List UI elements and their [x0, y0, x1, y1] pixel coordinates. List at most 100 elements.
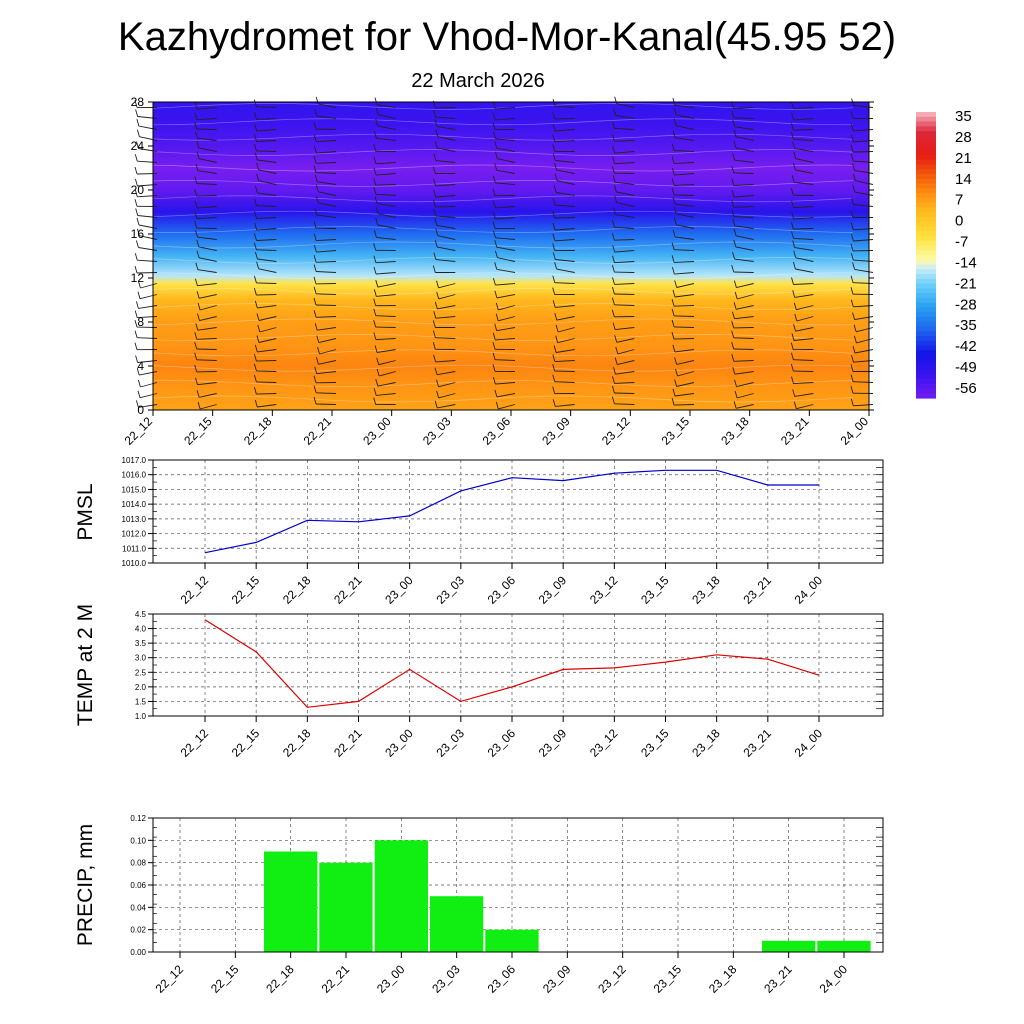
wind-barb-shaft — [136, 272, 158, 274]
wind-barb-flag — [313, 286, 317, 294]
wind-barb-shaft — [554, 217, 575, 219]
wind-barb-shaft — [139, 294, 158, 300]
x-tick-label: 22_18 — [263, 962, 297, 996]
wind-barb-flag — [493, 230, 496, 238]
wind-barb-flag — [373, 156, 377, 164]
wind-barb-shaft — [376, 236, 396, 240]
wind-barb-flag — [135, 240, 139, 248]
wind-barb — [672, 229, 695, 240]
wind-barb-flag — [791, 101, 794, 109]
y-tick-label: 0.10 — [130, 836, 146, 845]
temperature-contour — [152, 149, 854, 156]
x-tick-label: 23_12 — [587, 573, 621, 607]
wind-barb — [433, 311, 456, 319]
wind-barb-flag — [135, 355, 139, 363]
wind-barb — [492, 342, 516, 350]
wind-barb — [434, 239, 456, 251]
y-tick-label: 1014.0 — [122, 500, 147, 509]
colorbar-label: -49 — [955, 359, 977, 376]
colorbar-cell — [916, 359, 936, 366]
wind-barb-flag — [613, 184, 617, 193]
wind-barb-shaft — [853, 305, 874, 308]
wind-barb — [672, 130, 695, 141]
wind-barb-shaft — [437, 404, 456, 409]
wind-barb-flag — [434, 301, 438, 310]
wind-barb — [793, 324, 814, 332]
wind-barb-flag — [492, 188, 496, 196]
wind-barb-flag — [194, 121, 198, 130]
wind-barb — [790, 342, 814, 351]
wind-barb-flag — [734, 390, 738, 399]
wind-barb — [494, 389, 516, 398]
wind-barb — [313, 121, 337, 130]
wind-barb — [733, 239, 754, 251]
wind-barb — [433, 354, 456, 363]
wind-barb-flag — [734, 291, 738, 300]
wind-barb-shaft — [674, 249, 695, 251]
wind-barb-flag — [552, 233, 556, 241]
wind-barb-shaft — [257, 192, 277, 196]
x-tick-label: 23_06 — [485, 962, 519, 996]
wind-barb-shaft — [496, 393, 516, 398]
wind-barb-shaft — [733, 216, 754, 218]
wind-barb-shaft — [138, 404, 158, 408]
wind-barb-flag — [494, 163, 498, 171]
wind-barb — [492, 188, 516, 197]
colorbar-cell — [916, 383, 936, 390]
colorbar-label: -14 — [955, 255, 977, 272]
wind-barb — [794, 313, 814, 322]
x-tick-label: 24_00 — [838, 414, 872, 448]
wind-barb — [671, 167, 695, 176]
wind-barb — [850, 299, 874, 308]
wind-barb-shaft — [733, 348, 754, 350]
wind-barb-shaft — [258, 268, 277, 273]
wind-barb-flag — [673, 118, 677, 126]
wind-barb — [313, 165, 337, 174]
wind-barb-flag — [134, 100, 138, 108]
wind-barb-flag — [732, 367, 736, 375]
wind-barb-shaft — [256, 360, 277, 362]
colorbar-cell — [916, 221, 936, 227]
wind-barb — [611, 385, 635, 394]
x-tick-label: 22_18 — [241, 414, 275, 448]
wind-barb — [612, 121, 635, 130]
wind-barb — [612, 145, 635, 154]
wind-barb — [492, 175, 516, 185]
wind-barb-flag — [494, 141, 498, 149]
wind-barb-shaft — [438, 382, 456, 388]
wind-barb — [435, 129, 456, 141]
colorbar-cell — [916, 121, 936, 127]
wind-barb-flag — [611, 396, 615, 404]
wind-barb — [791, 376, 814, 385]
x-tick-label: 23_18 — [706, 962, 740, 996]
wind-barb-flag — [433, 153, 437, 161]
x-tick-label: 23_15 — [659, 414, 693, 448]
wind-barb-flag — [314, 207, 318, 216]
colorbar-cell — [916, 321, 936, 328]
wind-barb — [194, 278, 217, 287]
wind-barb-flag — [256, 261, 260, 269]
x-tick-label: 23_00 — [374, 962, 408, 996]
wind-barb-flag — [254, 233, 257, 241]
wind-barb — [373, 144, 396, 152]
wind-barb — [552, 134, 575, 143]
wind-barb — [136, 228, 158, 240]
wind-barb — [254, 152, 277, 163]
wind-barb-flag — [374, 196, 378, 204]
wind-barb-shaft — [435, 316, 456, 319]
wind-barb-shaft — [435, 195, 456, 198]
wind-barb-flag — [672, 344, 676, 353]
wind-barb — [733, 129, 754, 141]
wind-barb-shaft — [378, 360, 396, 366]
wind-barb — [194, 176, 217, 185]
wind-barb-flag — [671, 331, 675, 340]
wind-barb-flag — [433, 252, 437, 260]
wind-barb-flag — [195, 262, 199, 270]
wind-barb — [790, 188, 814, 196]
wind-barb-shaft — [616, 191, 635, 196]
wind-barb-shaft — [856, 338, 874, 344]
wind-barb-flag — [254, 123, 258, 132]
wind-barb-flag — [196, 291, 200, 299]
wind-barb — [613, 207, 635, 218]
wind-barb — [432, 342, 456, 350]
